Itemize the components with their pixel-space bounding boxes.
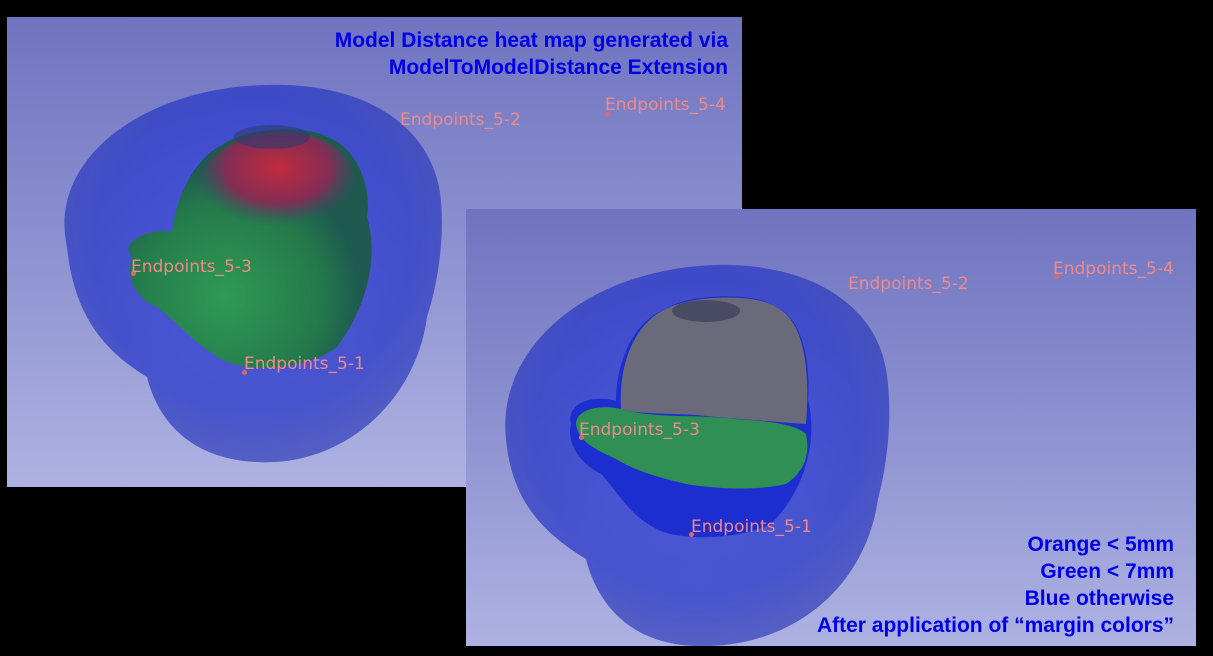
fiducial-label: Endpoints_5-3 xyxy=(579,420,700,440)
legend-line: Blue otherwise xyxy=(1024,587,1174,610)
margin-colors-3d-view[interactable]: Endpoints_5-2 Endpoints_5-4 Endpoints_5-… xyxy=(466,209,1196,646)
heatmap-render xyxy=(64,84,442,463)
margin-colors-legend: Orange < 5mm Green < 7mm Blue otherwise … xyxy=(817,531,1174,639)
legend-line: Orange < 5mm xyxy=(1027,533,1174,556)
fiducial-marker[interactable] xyxy=(689,532,694,537)
fiducial-label: Endpoints_5-4 xyxy=(605,95,726,115)
legend-line: Green < 7mm xyxy=(1040,560,1174,583)
caption-line: Model Distance heat map generated via xyxy=(334,29,728,52)
legend-line: After application of “margin colors” xyxy=(816,614,1174,637)
fiducial-marker[interactable] xyxy=(242,370,247,375)
fiducial-label: Endpoints_5-1 xyxy=(691,517,812,537)
fiducial-marker[interactable] xyxy=(605,112,610,117)
fiducial-marker[interactable] xyxy=(579,435,584,440)
caption-line: ModelToModelDistance Extension xyxy=(388,56,728,79)
fiducial-label: Endpoints_5-2 xyxy=(400,110,521,130)
fiducial-marker[interactable] xyxy=(1054,274,1059,279)
fiducial-label: Endpoints_5-2 xyxy=(848,274,969,294)
fiducial-label: Endpoints_5-4 xyxy=(1053,259,1174,279)
fiducial-marker[interactable] xyxy=(131,271,136,276)
fiducial-label: Endpoints_5-3 xyxy=(131,257,252,277)
fiducial-label: Endpoints_5-1 xyxy=(244,354,365,374)
margin-colors-render xyxy=(505,264,890,646)
heatmap-caption: Model Distance heat map generated via Mo… xyxy=(335,27,728,81)
